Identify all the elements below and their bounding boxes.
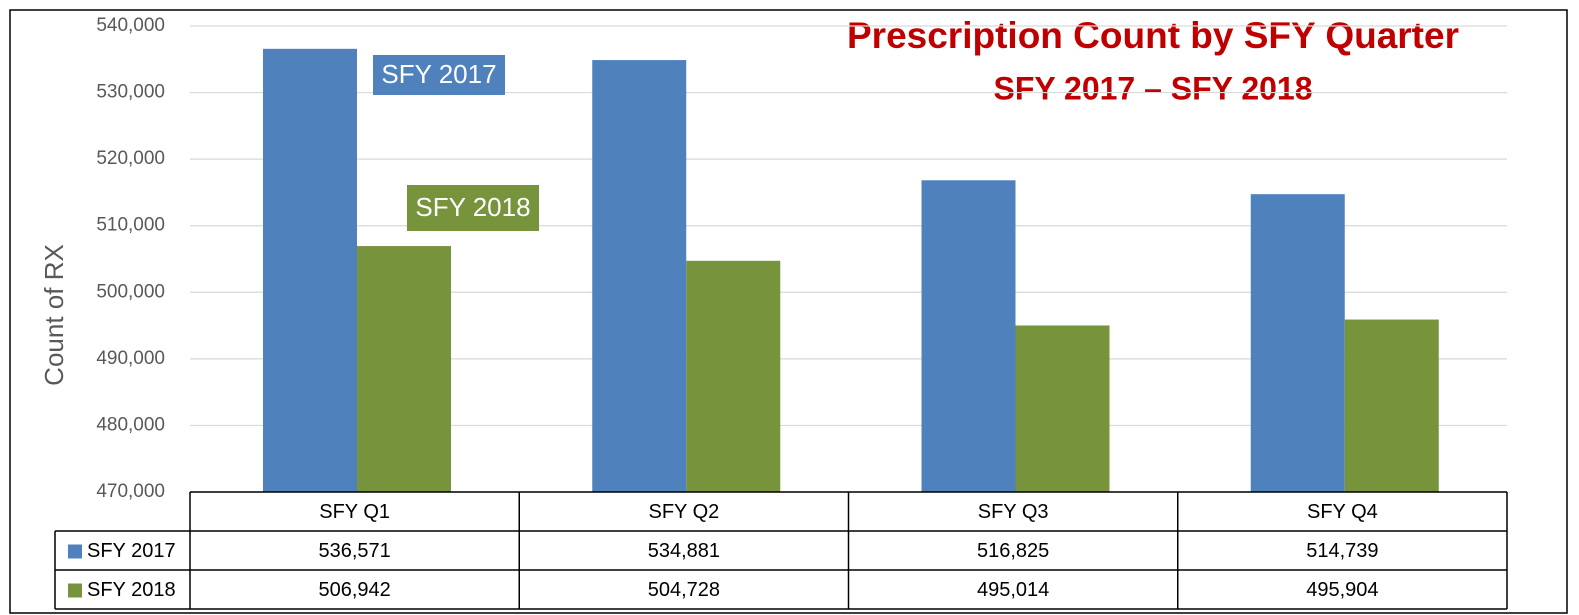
y-tick-label: 480,000 [96,414,165,435]
bar [1250,194,1345,493]
y-tick-label: 490,000 [96,348,165,369]
x-tick-label: SFY Q2 [648,501,719,523]
series-annotation: SFY 2018 [415,192,530,222]
series-annotation-box [373,55,505,95]
legend-key [68,583,82,598]
bar [686,260,781,492]
bar [921,180,1016,492]
x-tick-label: SFY Q1 [319,501,390,523]
bar [357,246,451,492]
x-tick-label: SFY Q4 [1307,501,1378,523]
table-value: 534,881 [648,540,720,562]
bar [1015,325,1110,492]
y-tick-label: 520,000 [96,148,165,169]
bar [592,60,687,493]
chart-subtitle: SFY 2017 – SFY 2018 [993,70,1312,106]
y-axis-label: Count of RX [39,244,69,386]
table-value: 514,739 [1306,540,1378,562]
legend-label: SFY 2018 [87,579,176,601]
chart-border [9,9,1568,614]
table-value: 536,571 [318,540,390,562]
table-value: 504,728 [648,579,720,601]
table-value: 516,825 [977,540,1049,562]
chart-title: Prescription Count by SFY Quarter [847,15,1459,56]
y-tick-label: 510,000 [96,215,165,236]
legend-key [68,544,82,559]
y-tick-label: 500,000 [96,281,165,302]
y-tick-label: 540,000 [96,15,165,36]
legend-label: SFY 2017 [87,540,176,562]
series-annotation-box [407,185,539,231]
table-value: 495,904 [1306,579,1378,601]
table-value: 506,942 [318,579,390,601]
bar [263,48,357,493]
table-value: 495,014 [977,579,1049,601]
bar [1344,319,1439,492]
x-tick-label: SFY Q3 [978,501,1049,523]
y-tick-label: 470,000 [96,481,165,502]
y-tick-label: 530,000 [96,82,165,103]
series-annotation: SFY 2017 [381,59,496,89]
